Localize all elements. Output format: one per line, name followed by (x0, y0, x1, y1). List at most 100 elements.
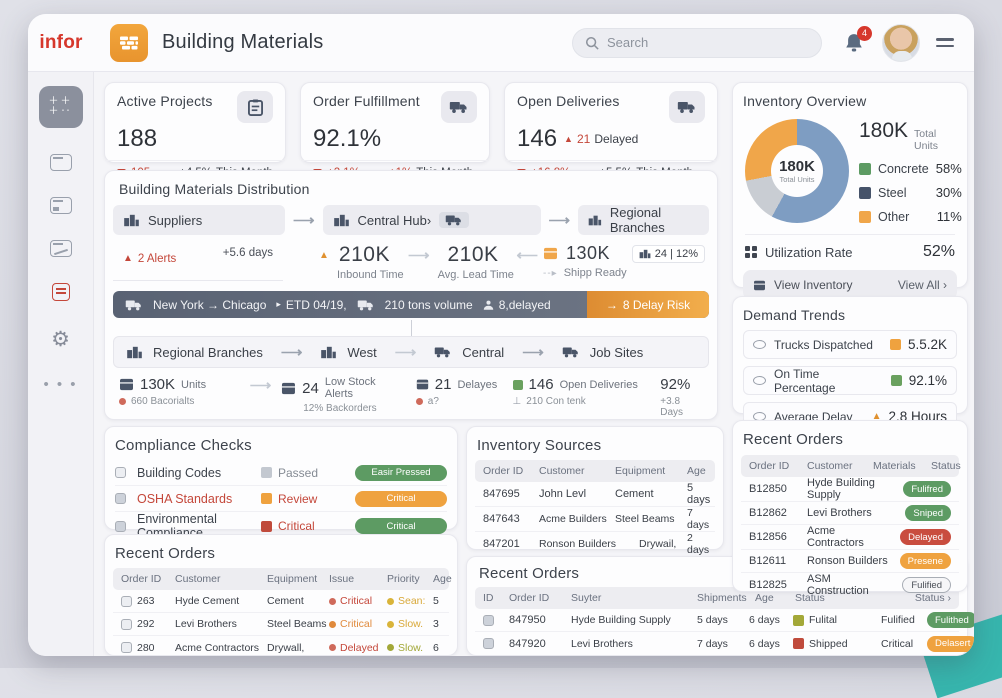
source-row[interactable]: 847201 Ronson Builders Drywail, 2 days (475, 532, 715, 556)
inventory-overview-title: Inventory Overview (743, 93, 867, 109)
node-suppliers[interactable]: Suppliers (113, 205, 285, 235)
status-badge: Fulified (902, 577, 951, 593)
col-header[interactable]: Suyter (571, 592, 602, 604)
source-customer: Acme Builders (539, 513, 607, 525)
search-input[interactable]: Search (572, 27, 822, 58)
status-badge: Sniped (905, 505, 951, 521)
node-label-west[interactable]: West (347, 344, 377, 360)
col-header[interactable]: Status (795, 592, 825, 604)
checkbox[interactable] (483, 614, 494, 626)
col-header[interactable]: Order ID (509, 592, 550, 604)
col-header[interactable]: Shipments (697, 592, 747, 604)
col-header[interactable]: Issue (329, 573, 355, 585)
compliance-row[interactable]: OSHA Standards Review Critical (115, 486, 447, 512)
status-badge: Presene (899, 553, 951, 569)
col-header[interactable]: Order ID (483, 465, 524, 477)
node-label-regional[interactable]: Regional Branches (153, 344, 263, 360)
truck-icon[interactable] (669, 91, 705, 123)
green-square-icon (890, 375, 902, 386)
col-header[interactable]: ID (483, 592, 494, 604)
menu-button[interactable] (936, 34, 954, 51)
source-row[interactable]: 847643 Acme Builders Steel Beams 7 days (475, 507, 715, 532)
order-row[interactable]: B12862 Levi Brothers Sniped (741, 502, 959, 525)
order-customer: ASM Construction (807, 573, 869, 597)
sidebar-item-projects[interactable] (49, 154, 72, 171)
order-row[interactable]: B12611 Ronson Builders Presene (741, 550, 959, 573)
hub-inbound-label: Inbound Time (337, 269, 404, 281)
checkbox[interactable] (121, 618, 132, 630)
trend-row-ontime[interactable]: On Time Percentage 92.1% (743, 366, 957, 395)
node-central-hub[interactable]: Central Hub› (322, 205, 541, 235)
red-dot-icon (119, 398, 126, 405)
page-title: Building Materials (162, 31, 324, 53)
stat-label: Low Stock Alerts (324, 376, 376, 400)
red-square-icon (261, 520, 272, 532)
col-header[interactable]: Equipment (267, 573, 318, 585)
order-row[interactable]: 292 Levi Brothers Steel Beams Critical S… (113, 613, 449, 636)
trend-row-trucks[interactable]: Trucks Dispatched 5.5.2K (743, 330, 957, 359)
view-inventory-button[interactable]: View Inventory View All › (743, 270, 957, 300)
arrow-icon: → (605, 297, 618, 312)
col-header[interactable]: Age (433, 573, 452, 585)
trend-label: On Time Percentage (774, 366, 836, 395)
compliance-state: Review (278, 491, 318, 506)
demand-trends-title: Demand Trends (743, 307, 846, 323)
checkbox[interactable] (121, 595, 132, 607)
order-row[interactable]: 263 Hyde Cement Cement Critical Sean: 5 (113, 590, 449, 613)
sidebar-item-reports[interactable] (49, 240, 72, 257)
node-label-job-sites[interactable]: Job Sites (589, 344, 644, 360)
order-id: 847950 (509, 614, 546, 626)
col-header[interactable]: Age (755, 592, 774, 604)
order-row[interactable]: B12850 Hyde Building Supply Fulifred (741, 477, 959, 502)
building-materials-app-icon[interactable] (110, 23, 148, 62)
order-customer: Acme Contractors (175, 641, 260, 654)
order-age: 5 (433, 595, 439, 607)
compliance-row[interactable]: Building Codes Passed Easir Pressed (115, 460, 447, 486)
stat-sub: 210 Con tenk (526, 396, 586, 407)
node-regional-branches[interactable]: Regional Branches (578, 205, 709, 235)
col-header[interactable]: Status › (914, 592, 951, 604)
compliance-label: OSHA Standards (137, 491, 233, 506)
sidebar-item-orders[interactable] (49, 197, 72, 214)
col-header[interactable]: Age (687, 465, 706, 477)
trend-value: 5.5.2K (907, 337, 947, 352)
view-all-link[interactable]: View All › (897, 278, 947, 292)
user-avatar[interactable] (882, 23, 920, 62)
status-badge: Fulifred (903, 481, 951, 497)
col-header[interactable]: Customer (539, 465, 585, 477)
compliance-row[interactable]: Environmental Compliance Critical Critic… (115, 512, 447, 540)
col-header[interactable]: Priority (387, 573, 420, 585)
order-row[interactable]: 847920 Levi Brothers 7 days 6 days Shipp… (475, 632, 974, 655)
col-header[interactable]: Customer (175, 573, 221, 585)
col-header[interactable]: Order ID (749, 460, 790, 472)
sidebar-more-button[interactable]: • • • (43, 376, 78, 393)
utilization-row: Utilization Rate 52% (745, 234, 955, 261)
settings-gear-icon[interactable]: ⚙ (51, 328, 70, 351)
order-row[interactable]: 280 Acme Contractors Drywall, Delayed Sl… (113, 636, 449, 656)
truck-icon[interactable] (441, 91, 477, 123)
source-age: 7 days (687, 507, 710, 531)
notifications-button[interactable]: 4 (844, 25, 872, 53)
col-header[interactable]: Order ID (121, 573, 162, 585)
box-icon (416, 378, 429, 391)
checkbox[interactable] (115, 467, 126, 478)
col-header[interactable]: Materials (873, 460, 916, 472)
source-row[interactable]: 847695 John Levl Cement 5 days (475, 482, 715, 507)
sidebar-item-documents[interactable] (51, 283, 70, 301)
checkbox[interactable] (115, 520, 126, 532)
order-row[interactable]: 847950 Hyde Building Supply 5 days 6 day… (475, 609, 974, 632)
clipboard-icon[interactable] (237, 91, 273, 123)
col-header[interactable]: Status (931, 460, 961, 472)
order-id: 280 (137, 641, 155, 654)
col-header[interactable]: Equipment (615, 465, 666, 477)
checkbox[interactable] (121, 642, 132, 653)
node-label-central[interactable]: Central (462, 344, 505, 360)
legend-swatch (859, 186, 871, 199)
order-row[interactable]: B12856 Acme Contractors Delayed (741, 525, 959, 550)
checkbox[interactable] (483, 638, 494, 649)
sidebar-item-dashboard[interactable]: ＋＋ ＋‥ (38, 86, 83, 128)
order-row[interactable]: B12825 ASM Construction Fulified (741, 573, 959, 597)
kpi-title: Order Fulfillment (313, 93, 420, 109)
col-header[interactable]: Customer (807, 460, 853, 472)
checkbox[interactable] (115, 493, 126, 504)
